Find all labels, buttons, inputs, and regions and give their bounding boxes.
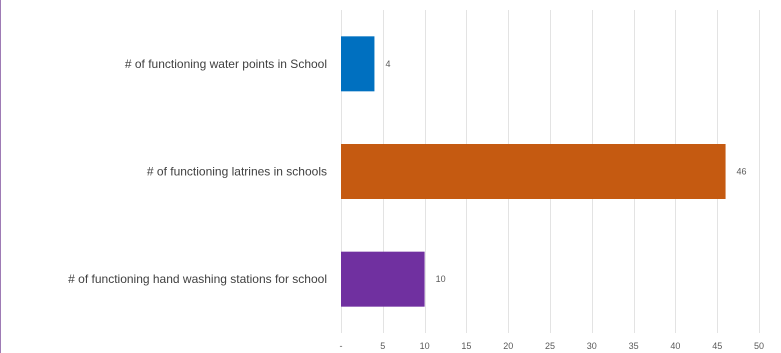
x-tick-label: 5	[380, 341, 385, 351]
data-label: 10	[436, 274, 446, 284]
x-tick-label: 25	[545, 341, 555, 351]
category-label: # of functioning latrines in schools	[147, 165, 327, 179]
frame-edge	[0, 0, 1, 353]
x-tick-label: 50	[754, 341, 764, 351]
x-tick-label: 35	[629, 341, 639, 351]
bar	[341, 251, 425, 307]
x-tick-label: -	[340, 341, 343, 351]
category-label: # of functioning water points in School	[125, 57, 327, 71]
x-tick-label: 20	[503, 341, 513, 351]
category-labels: # of functioning water points in School #…	[68, 57, 327, 286]
bar	[341, 144, 726, 199]
x-tick-label: 45	[712, 341, 722, 351]
bars	[341, 36, 726, 307]
x-tick-label: 30	[587, 341, 597, 351]
value-labels: 4 46 10	[385, 59, 746, 284]
data-label: 46	[737, 167, 747, 177]
x-axis-tick-labels: - 5 10 15 20 25 30 35 40 45 50	[340, 341, 765, 351]
x-tick-label: 10	[420, 341, 430, 351]
category-label: # of functioning hand washing stations f…	[68, 272, 327, 286]
bar	[341, 36, 375, 92]
data-label: 4	[385, 59, 390, 69]
x-tick-label: 15	[461, 341, 471, 351]
x-tick-label: 40	[670, 341, 680, 351]
